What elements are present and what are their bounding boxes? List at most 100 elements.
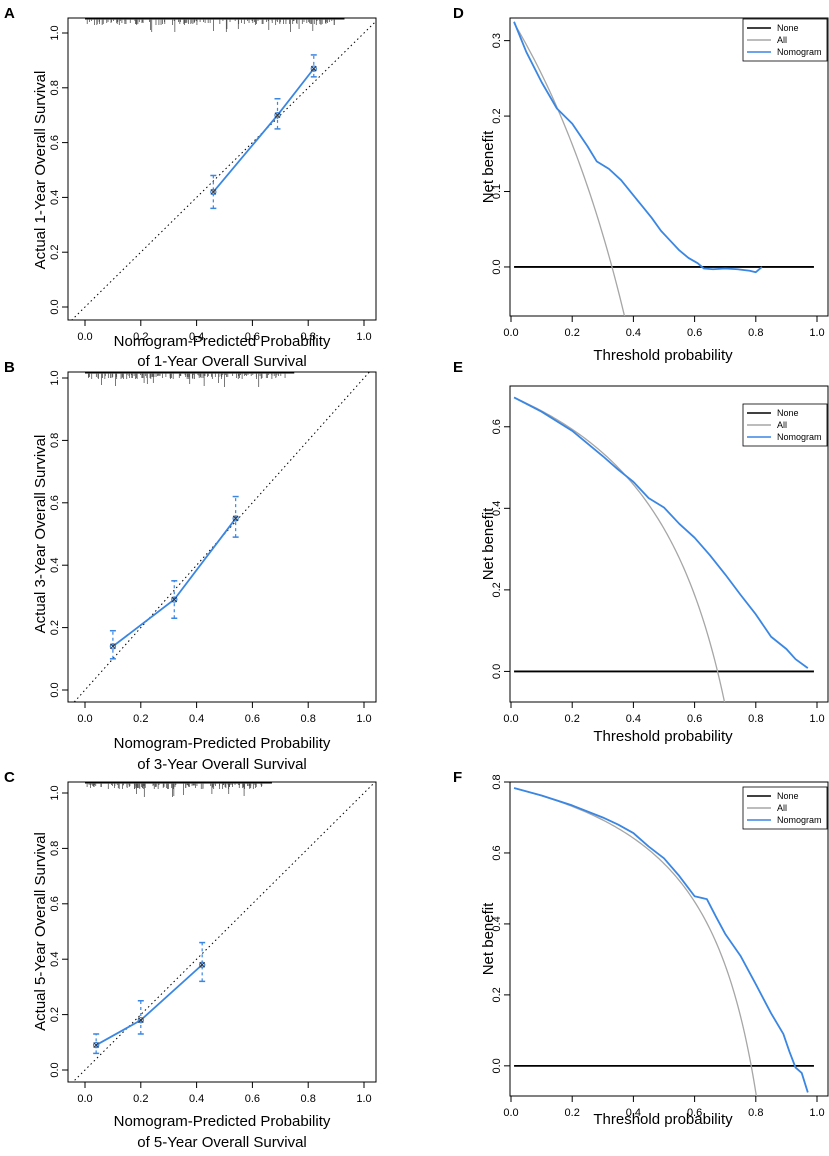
- y-tick-label: 0.2: [49, 1007, 61, 1022]
- x-tick-label: 0.8: [301, 331, 316, 343]
- panel-letter-d: D: [453, 5, 464, 22]
- x-tick-label: 0.8: [748, 327, 763, 339]
- panel-e: E 0.0 0.2 0.4 0.6 0.8 1.0 0.0 0.2 0.4 0.6 Threshol…: [453, 359, 829, 745]
- observed-marker: [274, 112, 281, 119]
- x-axis-title-line1: Nomogram-Predicted Probability: [114, 333, 331, 350]
- y-tick-label: 0.0: [491, 1058, 503, 1073]
- reference-diagonal: [72, 782, 376, 1082]
- panel-d: D 0.0 0.2 0.4 0.6 0.8 1.0 0.0 0.1 0.2 0.3 Threshol…: [453, 5, 829, 364]
- y-axis-title: Net benefit: [480, 902, 497, 975]
- x-tick-label: 0.2: [133, 1093, 148, 1105]
- y-axis-title: Actual 5-Year Overall Survival: [32, 832, 49, 1031]
- y-tick-label: 0.0: [49, 1062, 61, 1077]
- x-tick-label: 0.6: [687, 713, 702, 725]
- y-tick-label: 0.3: [491, 33, 503, 48]
- observed-marker: [310, 65, 317, 72]
- observed-marker: [199, 961, 206, 968]
- x-tick-label: 1.0: [356, 1093, 371, 1105]
- plot-frame-d: [509, 17, 829, 317]
- plot-frame-e: [509, 385, 829, 703]
- x-tick-label: 0.0: [77, 331, 92, 343]
- y-tick-label: 1.0: [49, 785, 61, 800]
- x-tick-label: 0.4: [626, 713, 641, 725]
- nomogram-curve: [513, 396, 809, 669]
- panel-c: C 0.0 0.2 0.4 0.6 0.8 1.0 0.0 0.2 0.4 0.6 0.8 1.0 No…: [4, 769, 377, 1151]
- observed-marker: [93, 1042, 100, 1048]
- calibration-point: [198, 961, 206, 968]
- plot-frame-c: [67, 781, 377, 1083]
- x-tick-label: 1.0: [809, 1107, 824, 1119]
- x-axis-title: Threshold probability: [593, 1111, 733, 1128]
- calibration-point: [171, 596, 178, 603]
- panel-f: F 0.0 0.2 0.4 0.6 0.8 1.0 0.0 0.2 0.4 0.6 0.8 Thres…: [453, 769, 829, 1128]
- panel-letter-e: E: [453, 359, 463, 376]
- calibration-point: [109, 643, 117, 650]
- x-tick-label: 0.2: [565, 327, 580, 339]
- x-tick-label: 1.0: [356, 331, 371, 343]
- x-tick-label: 0.4: [189, 1093, 204, 1105]
- y-tick-label: 0.4: [491, 916, 503, 931]
- y-tick-label: 0.4: [49, 190, 61, 205]
- y-tick-label: 0.4: [49, 558, 61, 573]
- calibration-point: [232, 515, 239, 522]
- x-tick-label: 0.0: [503, 327, 518, 339]
- legend-item-all-label: All: [777, 420, 787, 430]
- panel-letter-b: B: [4, 359, 15, 376]
- nomogram-curve: [513, 21, 763, 274]
- y-tick-label: 0.6: [49, 495, 61, 510]
- x-tick-label: 0.0: [503, 713, 518, 725]
- x-tick-label: 0.2: [133, 331, 148, 343]
- x-tick-label: 0.2: [565, 1107, 580, 1119]
- legend-item-none-label: None: [777, 408, 799, 418]
- y-tick-label: 0.8: [49, 80, 61, 95]
- reference-diagonal: [71, 20, 376, 320]
- y-tick-label: 0.0: [491, 259, 503, 274]
- calibration-point: [137, 1016, 144, 1024]
- x-tick-label: 0.6: [245, 1093, 260, 1105]
- y-tick-label: 0.8: [491, 774, 503, 789]
- y-tick-label: 0.0: [49, 299, 61, 314]
- y-axis-title: Net benefit: [480, 130, 497, 203]
- x-tick-label: 0.4: [189, 331, 204, 343]
- y-tick-label: 0.2: [491, 582, 503, 597]
- observed-marker: [171, 596, 178, 603]
- legend-item-nomogram-label: Nomogram: [777, 47, 822, 57]
- y-tick-label: 0.2: [491, 987, 503, 1002]
- y-tick-label: 0.0: [49, 682, 61, 697]
- y-tick-label: 1.0: [49, 370, 61, 385]
- y-axis-title: Actual 1-Year Overall Survival: [32, 71, 49, 270]
- x-tick-label: 0.0: [77, 1093, 92, 1105]
- y-axis-title: Net benefit: [480, 507, 497, 580]
- panel-b: B 0.0 0.2 0.4 0.6 0.8 1.0 0.0 0.2 0.4 0.6 0.8 1.0 No…: [4, 359, 377, 773]
- x-tick-label: 0.2: [565, 713, 580, 725]
- x-tick-label: 0.0: [503, 1107, 518, 1119]
- y-tick-label: 1.0: [49, 25, 61, 40]
- observed-marker: [110, 643, 116, 650]
- y-axis-title: Actual 3-Year Overall Survival: [32, 435, 49, 634]
- plot-frame-b: [67, 371, 377, 703]
- observed-marker: [210, 189, 217, 195]
- legend-item-nomogram-label: Nomogram: [777, 815, 822, 825]
- calibration-point: [92, 1041, 100, 1049]
- legend-item-none-label: None: [777, 791, 799, 801]
- nomogram-curve: [513, 787, 809, 1093]
- x-tick-label: 0.6: [687, 327, 702, 339]
- calibration-line: [95, 964, 203, 1046]
- treat-all-curve: [513, 787, 758, 1096]
- x-axis-title-line2: of 3-Year Overall Survival: [137, 756, 307, 773]
- x-tick-label: 0.4: [626, 1107, 641, 1119]
- panel-letter-c: C: [4, 769, 15, 786]
- x-tick-label: 1.0: [809, 327, 824, 339]
- x-tick-label: 0.4: [189, 713, 204, 725]
- y-tick-label: 0.8: [49, 433, 61, 448]
- panel-letter-a: A: [4, 5, 15, 22]
- y-tick-label: 0.6: [49, 896, 61, 911]
- y-tick-label: 0.6: [491, 845, 503, 860]
- treat-all-curve: [513, 396, 726, 702]
- calibration-point: [210, 188, 217, 196]
- panel-a: A 0.0 0.2 0.4 0.6 0.8 1.0 0.0 0.2 0.4 0.6 0.8 1.0 No…: [4, 5, 377, 370]
- plot-frame-a: [67, 17, 377, 321]
- panel-letter-f: F: [453, 769, 462, 786]
- y-tick-label: 0.6: [49, 135, 61, 150]
- y-tick-label: 0.4: [49, 952, 61, 967]
